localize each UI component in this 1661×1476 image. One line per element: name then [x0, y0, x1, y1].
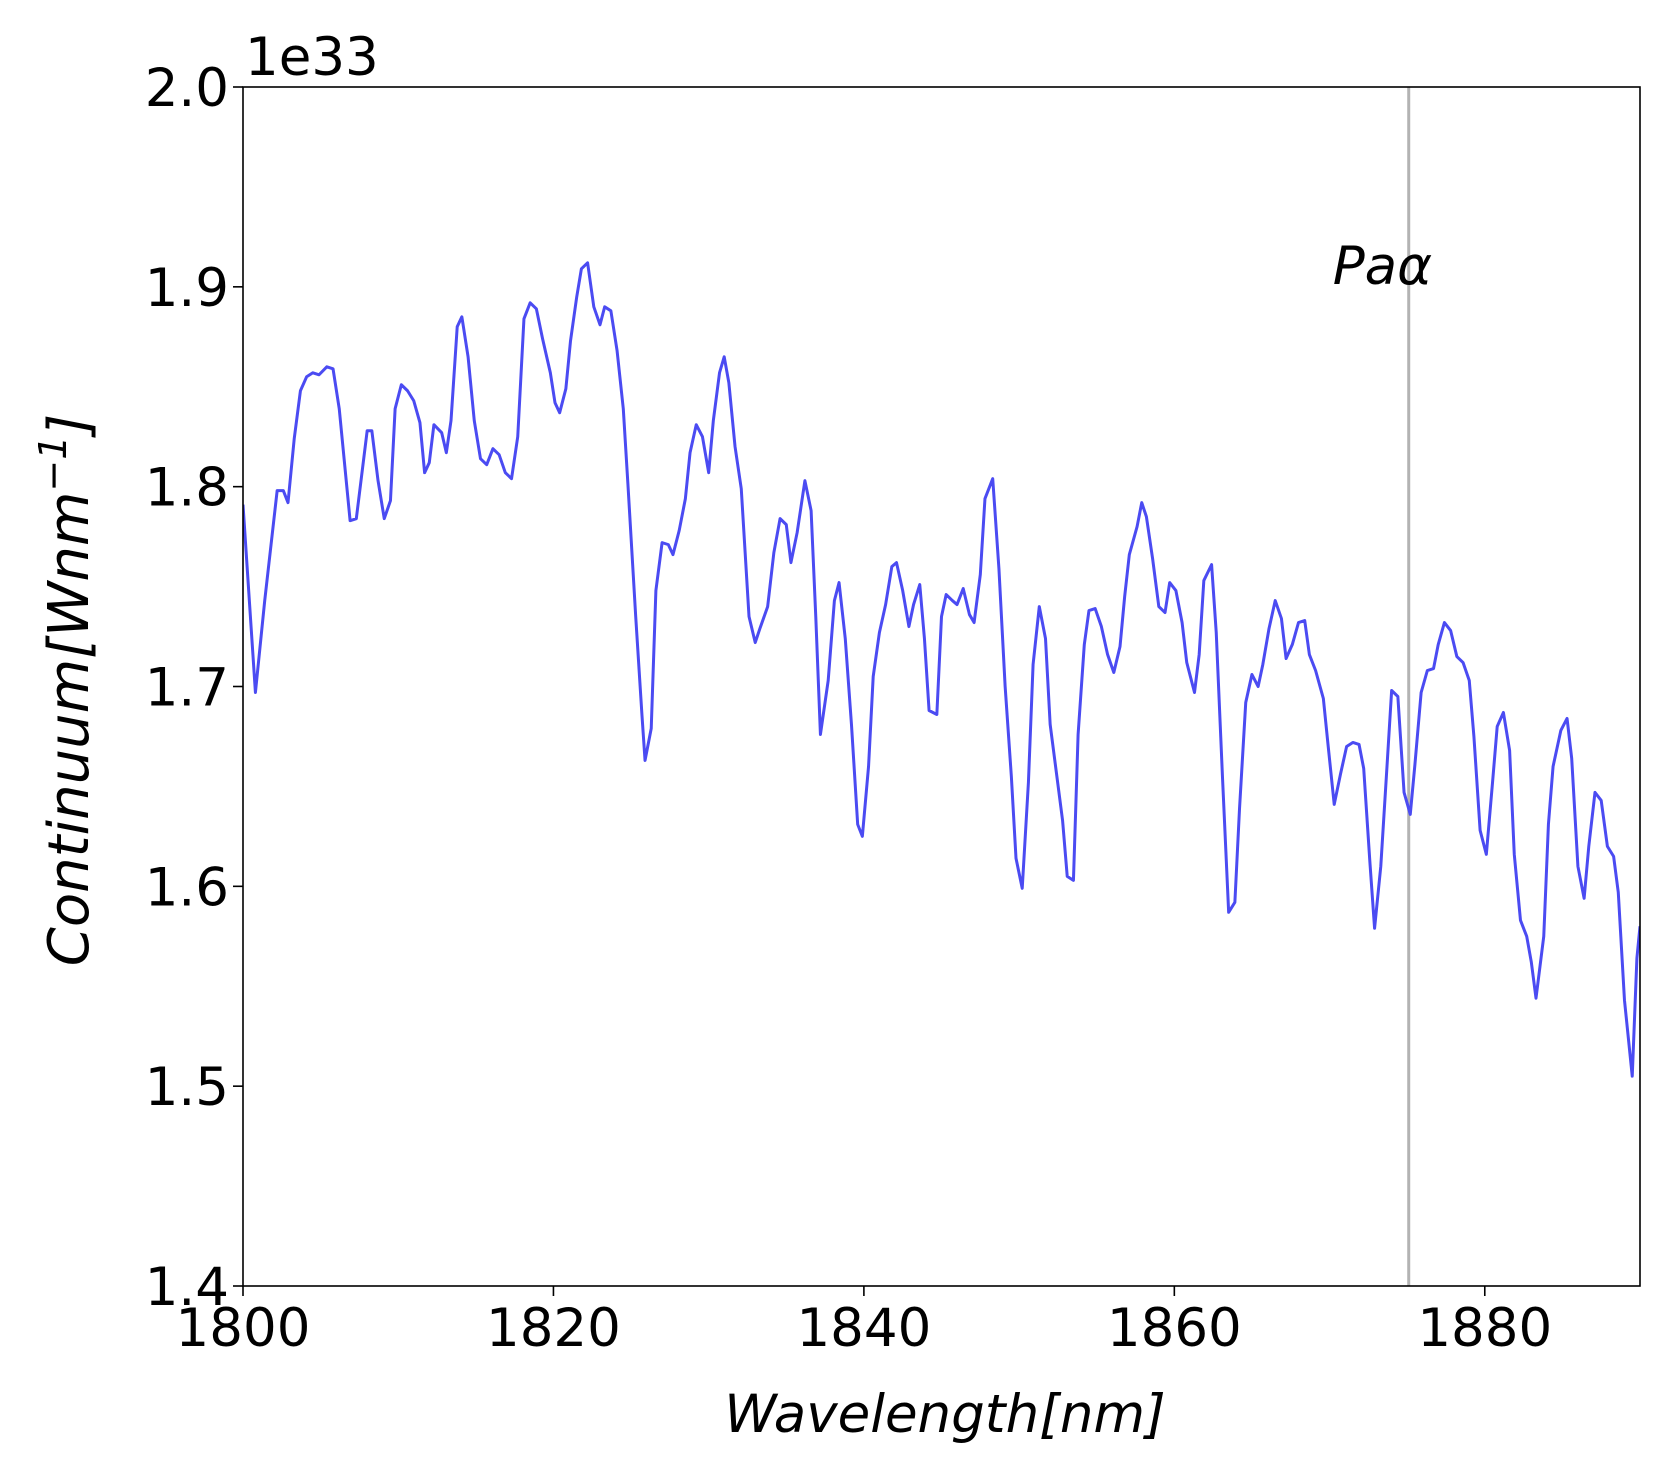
x-tick-label: 1860: [1107, 1298, 1242, 1359]
y-tick-label: 1.8: [145, 458, 229, 519]
y-tick-label: 1.9: [145, 258, 229, 319]
x-tick-label: 1800: [176, 1298, 311, 1359]
y-tick-label: 1.4: [145, 1257, 229, 1318]
y-label-exponent: −1: [31, 436, 75, 492]
y-label-close: ]: [37, 414, 102, 439]
y-label-base: Continuum[Wnm: [37, 492, 102, 967]
y-tick-label: 2.0: [145, 58, 229, 119]
x-tick-label: 1840: [796, 1298, 931, 1359]
data-line: [243, 261, 1640, 1078]
x-axis-label: Wavelength[nm]: [724, 1384, 1165, 1445]
x-tick-label: 1820: [486, 1298, 621, 1359]
y-axis-label: Continuum[Wnm−1]: [31, 414, 102, 967]
y-tick-label: 1.6: [145, 857, 229, 918]
offset-label: 1e33: [245, 27, 379, 88]
reference-label: Paα: [1333, 236, 1432, 297]
x-tick-label: 1880: [1417, 1298, 1552, 1359]
y-tick-label: 1.7: [145, 658, 229, 719]
y-tick-label: 1.5: [145, 1057, 229, 1118]
